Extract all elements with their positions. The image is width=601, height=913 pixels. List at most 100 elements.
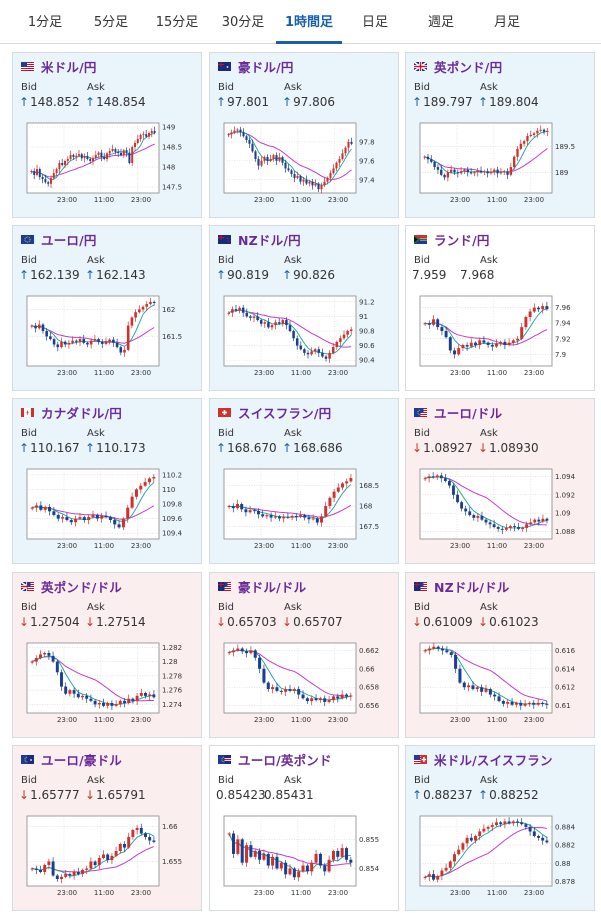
candle-body [89, 861, 93, 869]
candle-body [506, 171, 509, 175]
currency-card[interactable]: 英ポンド/円 Bid Ask ↑189.797 ↑189.804 189.5 189 23:0… [405, 52, 595, 218]
y-tick-label: 7.92 [555, 335, 571, 343]
currency-card[interactable]: ユーロ/英ポンド Bid Ask 0.85423 0.85431 0.855 0.854 23… [209, 745, 399, 911]
candle-body [55, 875, 59, 879]
candle-body [478, 340, 482, 345]
ma-short-line [424, 822, 548, 878]
candle-body [34, 868, 38, 870]
price-chart[interactable]: 0.855 0.854 23:00 11:00 23:00 [218, 812, 388, 902]
price-chart[interactable]: 0.616 0.614 0.612 0.61 23:00 11:00 23:00 [414, 639, 584, 729]
candle-body [436, 876, 440, 880]
pair-link[interactable]: 米ドル/円 [21, 58, 97, 75]
tab-1[interactable]: 5分足 [93, 15, 129, 30]
tab-0[interactable]: 1分足 [27, 15, 63, 30]
plot-area [223, 468, 357, 540]
ask-price: ↑168.686 [282, 441, 343, 455]
candle-body [61, 517, 65, 519]
price-chart[interactable]: 168.5 168 167.5 23:00 11:00 23:00 [218, 465, 388, 555]
x-tick-label: 23:00 [131, 889, 151, 897]
euau-flag [21, 754, 34, 764]
x-tick-label: 23:00 [328, 369, 348, 377]
candle-body [497, 696, 501, 702]
candle-body [529, 134, 532, 136]
tab-4[interactable]: 1時間足 [276, 0, 342, 44]
candle-body [134, 312, 137, 318]
price-chart[interactable]: 97.8 97.6 97.4 23:00 11:00 23:00 [218, 119, 388, 209]
currency-card[interactable]: ユーロ/円 Bid Ask ↑162.139 ↑162.143 162 161.5 23:00… [12, 225, 202, 391]
tab-6[interactable]: 週足 [427, 15, 454, 30]
tab-7[interactable]: 月足 [493, 15, 520, 30]
currency-card[interactable]: スイスフラン/円 Bid Ask ↑168.670 ↑168.686 168.5 168 16… [209, 398, 399, 564]
price-chart[interactable]: 162 161.5 23:00 11:00 23:00 [21, 292, 191, 382]
pair-link[interactable]: ユーロ/ドル [414, 404, 502, 421]
currency-card[interactable]: ユーロ/豪ドル Bid Ask ↓1.65777 ↓1.65791 1.66 1.655 23… [12, 745, 202, 911]
price-chart[interactable]: 149 148.5 148 147.5 23:00 11:00 23:00 [21, 119, 191, 209]
currency-card[interactable]: NZドル/円 Bid Ask ↑90.819 ↑90.826 91.2 91 90.8 90.6… [209, 225, 399, 391]
candle-body [342, 334, 346, 339]
ask-label: Ask [480, 82, 498, 93]
currency-card[interactable]: ユーロ/ドル Bid Ask ↓1.08927 ↓1.08930 1.094 1.092 1.… [405, 398, 595, 564]
candle-body [153, 131, 156, 133]
pair-link[interactable]: 豪ドル/円 [218, 58, 294, 75]
price-chart[interactable]: 0.662 0.66 0.658 0.656 23:00 11:00 23:00 [218, 639, 388, 729]
candle-body [265, 515, 269, 517]
ask-label: Ask [480, 602, 498, 613]
tab-2[interactable]: 15分足 [155, 15, 199, 30]
pair-link[interactable]: 英ポンド/円 [414, 58, 502, 75]
bid-price: ↑110.167 [19, 441, 80, 455]
pair-link[interactable]: 英ポンド/ドル [21, 578, 122, 595]
candle-body [253, 650, 257, 658]
currency-card[interactable]: 豪ドル/円 Bid Ask ↑97.801 ↑97.806 97.8 97.6 97.4 23:… [209, 52, 399, 218]
pair-link[interactable]: ユーロ/英ポンド [218, 751, 332, 768]
candle-body [517, 527, 520, 529]
tab-3[interactable]: 30分足 [221, 15, 265, 30]
candle-body [66, 159, 69, 161]
currency-card[interactable]: 豪ドル/ドル Bid Ask ↓0.65703 ↓0.65707 0.662 0.66 0.6… [209, 572, 399, 738]
pair-link[interactable]: 米ドル/スイスフラン [414, 751, 553, 768]
price-chart[interactable]: 1.094 1.092 1.09 1.088 23:00 11:00 23:00 [414, 465, 584, 555]
price-chart[interactable]: 110.2 110 109.8 109.6 109.4 23:00 11:00 23:00 [21, 465, 191, 555]
tab-5[interactable]: 日足 [361, 15, 388, 30]
pair-link[interactable]: ランド/円 [414, 231, 490, 248]
currency-card[interactable]: 米ドル/スイスフラン Bid Ask ↑0.88237 ↑0.88252 0.884 0.8… [405, 745, 595, 911]
candle-body [43, 653, 47, 655]
candle-body [231, 506, 235, 509]
arrow-up-icon: ↑ [478, 788, 489, 802]
candle-body [284, 162, 287, 169]
candle-body [103, 157, 106, 159]
currency-card[interactable]: カナダドル/円 Bid Ask ↑110.167 ↑110.173 110.2 110 109… [12, 398, 202, 564]
candle-body [456, 494, 459, 503]
price-chart[interactable]: 7.96 7.94 7.92 7.9 23:00 11:00 23:00 [414, 292, 584, 382]
candle-body [122, 150, 125, 155]
currency-card[interactable]: 英ポンド/ドル Bid Ask ↓1.27504 ↓1.27514 1.282 1.28 1.… [12, 572, 202, 738]
candle-body [257, 158, 260, 166]
pair-link[interactable]: カナダドル/円 [21, 404, 122, 421]
candle-body [72, 872, 76, 876]
candle-body [131, 830, 135, 837]
candle-body [310, 351, 313, 355]
bid-price: ↑0.88237 [412, 788, 473, 802]
candle-body [311, 518, 315, 520]
candle-body [233, 130, 236, 133]
candle-body [297, 871, 301, 878]
price-chart[interactable]: 1.282 1.28 1.278 1.276 1.274 23:00 11:00 23:00 [21, 639, 191, 729]
price-chart[interactable]: 189.5 189 23:00 11:00 23:00 [414, 119, 584, 209]
pair-link[interactable]: スイスフラン/円 [218, 404, 331, 421]
pair-link[interactable]: ユーロ/円 [21, 231, 97, 248]
price-chart[interactable]: 91.2 91 90.8 90.6 90.4 23:00 11:00 23:00 [218, 292, 388, 382]
candle-body [269, 158, 272, 161]
currency-card[interactable]: NZドル/ドル Bid Ask ↓0.61009 ↓0.61023 0.616 0.614 0… [405, 572, 595, 738]
pair-link[interactable]: ユーロ/豪ドル [21, 751, 122, 768]
currency-card[interactable]: ランド/円 Bid Ask 7.959 7.968 7.96 7.94 7.92 7.9 23:0… [405, 225, 595, 391]
candle-body [350, 141, 353, 144]
pair-link[interactable]: NZドル/円 [218, 231, 301, 248]
candle-body [514, 702, 518, 705]
candle-body [335, 162, 338, 169]
pair-link[interactable]: NZドル/ドル [414, 578, 510, 595]
bid-price-value: 1.65777 [30, 788, 80, 802]
pair-link[interactable]: 豪ドル/ドル [218, 578, 306, 595]
price-chart[interactable]: 0.884 0.882 0.88 0.878 23:00 11:00 23:00 [414, 812, 584, 902]
price-chart[interactable]: 1.66 1.655 23:00 11:00 23:00 [21, 812, 191, 902]
candle-body [147, 478, 152, 483]
currency-card[interactable]: 米ドル/円 Bid Ask ↑148.852 ↑148.854 149 148.5 148 14… [12, 52, 202, 218]
